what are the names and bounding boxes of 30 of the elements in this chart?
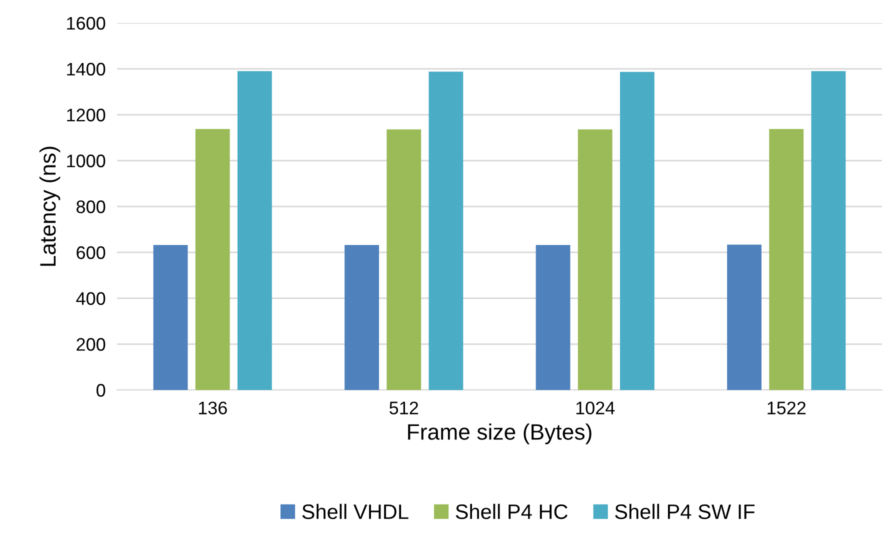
x-tick-label: 136 (198, 402, 227, 414)
x-axis-title: Frame size (Bytes) (408, 424, 592, 444)
bar (428, 72, 464, 390)
y-tick-label: 1600 (67, 16, 106, 30)
x-tick-label: 1522 (768, 402, 806, 414)
bar (811, 71, 846, 390)
bar (195, 128, 230, 390)
y-tick-label: 1200 (67, 108, 106, 122)
bar (536, 245, 570, 390)
bar (620, 72, 654, 390)
y-tick-label: 800 (76, 200, 106, 214)
x-tick-label: 1024 (576, 402, 615, 414)
bar (769, 128, 804, 390)
y-tick-label: 400 (76, 292, 106, 305)
bar (237, 71, 272, 390)
y-axis-title: Latency (ns) (39, 146, 60, 266)
bar (727, 244, 762, 390)
y-tick-label: 200 (76, 338, 106, 351)
y-tick-label: 0 (96, 384, 106, 397)
y-tick-label: 1400 (67, 62, 106, 76)
legend-label: Shell VHDL (302, 504, 408, 520)
legend-label: Shell P4 SW IF (615, 504, 755, 520)
bar (386, 129, 422, 390)
y-tick-label: 1000 (67, 154, 106, 168)
bar (153, 245, 188, 390)
y-tick-label: 600 (76, 246, 106, 260)
legend-label: Shell P4 HC (456, 504, 568, 520)
bar (578, 129, 612, 390)
x-tick-label: 512 (390, 402, 418, 414)
bar (344, 245, 380, 390)
